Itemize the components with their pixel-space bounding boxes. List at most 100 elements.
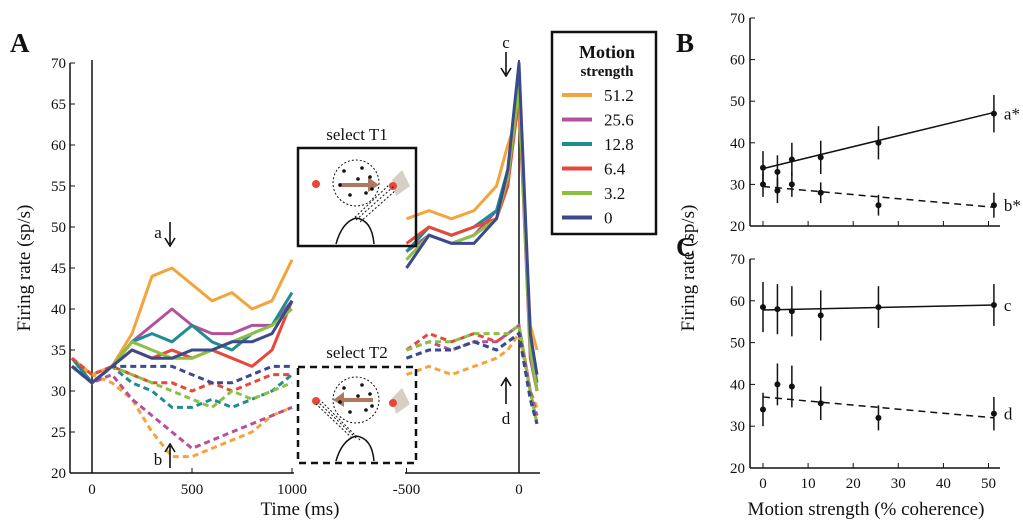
panel-a-ytick-label: 30 <box>51 384 66 400</box>
select-t1-schematic: select T1 <box>296 125 418 248</box>
legend-items: 51.2 25.6 12.8 6.4 3.2 0 <box>562 86 634 228</box>
select-t1-label: select T1 <box>326 125 388 144</box>
series-coh-0-t1-right <box>405 61 539 375</box>
random-dot <box>370 187 374 191</box>
series-coh-25-6-t2-right <box>405 322 539 416</box>
panel-a-ytick-label: 70 <box>51 56 66 72</box>
panel-c-xtick-label: 10 <box>801 476 816 492</box>
random-dot <box>368 175 372 179</box>
legend-title: Motion <box>579 42 635 62</box>
panel-b-fit-line <box>762 185 994 209</box>
panel-a-series <box>70 61 539 459</box>
panel-b-ytick-label: 40 <box>730 136 745 152</box>
panel-b-series-label: a* <box>1004 105 1020 124</box>
stimulus-aperture-t2 <box>332 376 380 424</box>
panel-b-point <box>774 187 781 194</box>
annotation-c: c <box>500 33 512 78</box>
panel-b-point <box>760 164 766 171</box>
panel-c-xtick-label: 30 <box>891 476 906 492</box>
random-dots-t2 <box>338 383 374 414</box>
panel-b-point <box>788 181 795 188</box>
annotation-c-arrow <box>500 52 512 78</box>
panel-b-plot: 20 30 40 50 60 70 a* b* <box>730 11 1021 235</box>
random-dot <box>356 394 360 398</box>
series-coh-3-2-t2-right <box>405 322 539 425</box>
panel-b-point <box>990 202 997 209</box>
panel-c-point <box>990 410 997 417</box>
panel-b-point <box>817 154 824 161</box>
annotation-d: d <box>500 376 512 428</box>
panel-a-ytick-label: 25 <box>51 425 66 441</box>
annotation-c-text: c <box>502 33 510 52</box>
legend-label: 12.8 <box>604 135 634 154</box>
series-coh-51-2-t2-right <box>405 329 539 408</box>
panel-b-ytick-label: 20 <box>730 219 745 235</box>
panel-b-point <box>760 181 766 188</box>
annotation-b-arrow <box>164 442 176 468</box>
panel-c-ytick-label: 70 <box>730 252 745 268</box>
series-coh-3-2-t2-left <box>71 364 293 410</box>
legend-label: 25.6 <box>604 111 634 130</box>
panel-c-point <box>817 312 824 319</box>
annotation-a: a <box>154 222 176 248</box>
panel-a-ylabel: Firing rate (sp/s) <box>14 205 35 332</box>
legend-label: 0 <box>604 209 613 228</box>
panel-c-point <box>760 304 766 311</box>
panel-b-label: B <box>676 28 694 58</box>
series-coh-25-6-t2-left <box>71 365 293 451</box>
panel-bc-xlabel: Motion strength (% coherence) <box>748 499 985 520</box>
panel-c-ytick-label: 20 <box>730 461 745 477</box>
target-left-t1 <box>312 180 320 188</box>
panel-a-ytick-label: 45 <box>51 261 66 277</box>
legend-box <box>550 30 658 236</box>
panel-a-ytick-label: 20 <box>51 466 66 482</box>
panel-c-ytick-label: 60 <box>730 294 745 310</box>
panel-c-series-label: c <box>1004 296 1012 315</box>
panel-b-ytick-label: 70 <box>730 11 745 27</box>
panel-c-point <box>774 381 781 388</box>
panel-a-ytick-label: 60 <box>51 138 66 154</box>
select-t2-box <box>296 365 418 465</box>
panel-b-series-label: b* <box>1004 196 1021 215</box>
gaze-lines-t1 <box>351 183 397 223</box>
panel-c-point <box>760 406 766 413</box>
panel-c-label: C <box>676 232 696 262</box>
panel-b-ytick-label: 60 <box>730 53 745 69</box>
panel-a-xlabel: Time (ms) <box>260 499 339 520</box>
series-coh-0-t1-left <box>71 300 294 385</box>
random-dot <box>370 404 374 408</box>
legend-label: 3.2 <box>604 184 625 203</box>
select-t1-box <box>296 146 418 248</box>
random-dot <box>348 410 352 414</box>
random-dot <box>338 400 342 404</box>
panel-c-plot: 20 30 40 50 60 70 0 10 20 30 40 50 c d <box>730 252 1013 492</box>
random-dots-t1 <box>338 166 374 197</box>
motion-arrow-left-icon <box>333 392 373 407</box>
panel-c-point <box>875 414 882 421</box>
panel-b-point <box>774 168 781 175</box>
random-dot <box>368 392 372 396</box>
panel-a-axes: 20 25 30 35 40 45 50 55 60 65 70 0 500 1000 -500 0 <box>51 56 540 498</box>
panel-a-ytick-label: 55 <box>51 179 66 195</box>
panel-a-xtick-label: 500 <box>181 482 204 498</box>
panel-c-xtick-label: 0 <box>759 476 767 492</box>
response-field-t2 <box>392 388 410 414</box>
target-right-t2 <box>389 399 397 407</box>
legend-label: 6.4 <box>604 160 626 179</box>
motion-arrow-right-icon <box>339 177 379 192</box>
panel-a-label: A <box>10 28 30 58</box>
select-t2-schematic: select T2 <box>296 343 418 465</box>
panel-c-xtick-label: 20 <box>846 476 861 492</box>
random-dot <box>338 183 342 187</box>
annotation-d-text: d <box>502 409 511 428</box>
panel-c-point <box>990 301 997 308</box>
annotation-b-text: b <box>154 450 163 469</box>
random-dot <box>364 191 368 195</box>
panel-a-xtick-label: -500 <box>393 482 421 498</box>
panel-bc-ylabel: Firing rate (sp/s) <box>678 205 699 332</box>
gaze-lines-t2 <box>315 399 361 441</box>
random-dot <box>342 169 346 173</box>
select-t2-label: select T2 <box>326 343 388 362</box>
panel-c-ytick-label: 50 <box>730 336 745 352</box>
